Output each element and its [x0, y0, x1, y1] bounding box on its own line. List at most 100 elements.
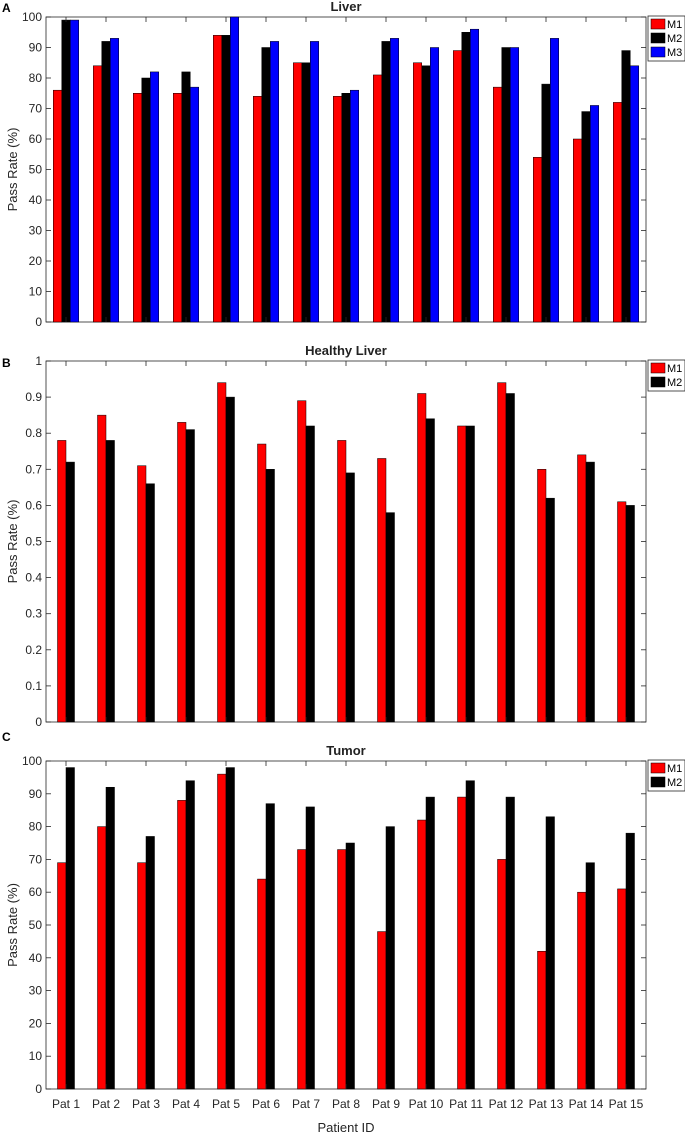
x-tick-label: Pat 3 — [132, 1097, 160, 1111]
bar-m1 — [57, 862, 67, 1090]
y-tick-label: 30 — [29, 984, 43, 998]
x-axis-label: Patient ID — [317, 1120, 374, 1135]
bar-m2 — [465, 425, 475, 723]
bar-m1 — [297, 849, 307, 1090]
bar-m1 — [257, 878, 267, 1090]
y-tick-label: 60 — [29, 132, 43, 146]
bar-m1 — [533, 157, 542, 323]
legend-label-m3: M3 — [667, 47, 682, 59]
bar-m2 — [625, 505, 635, 723]
y-tick-label: 70 — [29, 852, 43, 866]
bar-m2 — [105, 440, 115, 723]
x-tick-label: Pat 12 — [489, 1097, 524, 1111]
x-tick-label: Pat 9 — [372, 1097, 400, 1111]
bar-m2 — [621, 50, 631, 323]
panel-letter: A — [2, 1, 11, 15]
bar-m2 — [61, 19, 71, 323]
bar-m1 — [97, 826, 107, 1090]
legend-swatch-m2 — [650, 376, 666, 388]
bar-m1 — [97, 414, 107, 723]
bar-m3 — [70, 19, 79, 323]
bar-m1 — [217, 382, 227, 723]
y-tick-label: 0 — [35, 1082, 42, 1096]
bar-m3 — [150, 71, 159, 323]
legend-swatch-m2 — [650, 776, 666, 788]
bar-m2 — [265, 469, 275, 723]
y-tick-label: 50 — [29, 918, 43, 932]
bar-m3 — [350, 89, 359, 323]
legend-label-m2: M2 — [667, 777, 682, 789]
bar-m2 — [105, 786, 115, 1090]
y-tick-label: 0.1 — [25, 679, 42, 693]
y-tick-label: 100 — [22, 10, 42, 24]
bar-m2 — [541, 83, 551, 323]
y-tick-label: 20 — [29, 254, 43, 268]
bar-m3 — [230, 16, 239, 323]
y-tick-label: 60 — [29, 885, 43, 899]
x-tick-label: Pat 7 — [292, 1097, 320, 1111]
bar-m2 — [301, 62, 311, 323]
y-axis-label: Pass Rate (%) — [5, 500, 20, 584]
chart-panel-a: 0 10 20 30 40 50 60 70 80 90 100 Liver A Pass Rate (%… — [2, 0, 685, 329]
legend-swatch-m1 — [650, 762, 666, 774]
legend-label-m1: M1 — [667, 363, 682, 375]
chart-title: Liver — [330, 0, 361, 14]
y-tick-label: 50 — [29, 163, 43, 177]
y-tick-label: 0 — [35, 715, 42, 729]
bar-m1 — [617, 501, 627, 723]
bar-m1 — [173, 93, 182, 323]
bar-m3 — [110, 38, 119, 323]
bar-m1 — [293, 62, 302, 323]
legend-swatch-m1 — [650, 362, 666, 374]
bar-m2 — [341, 93, 351, 323]
bar-m1 — [253, 96, 262, 323]
bar-m3 — [470, 28, 479, 323]
bar-m1 — [613, 102, 622, 323]
bar-m2 — [385, 512, 395, 723]
legend-swatch-m3 — [650, 46, 666, 58]
x-tick-label: Pat 5 — [212, 1097, 240, 1111]
bar-m1 — [457, 425, 467, 723]
bar-m3 — [430, 47, 439, 323]
bar-m2 — [261, 47, 271, 323]
bar-m1 — [217, 773, 227, 1090]
bar-m1 — [373, 74, 382, 323]
bar-m1 — [337, 440, 347, 723]
y-tick-label: 0.8 — [25, 426, 42, 440]
bar-m1 — [413, 62, 422, 323]
y-tick-label: 90 — [29, 787, 43, 801]
bar-m1 — [137, 465, 147, 723]
x-tick-label: Pat 4 — [172, 1097, 200, 1111]
x-tick-label: Pat 11 — [449, 1097, 483, 1111]
legend: M1 M2 M3 — [647, 15, 685, 62]
chart-panel-c: 0 10 20 30 40 50 60 70 80 90 100 Pat 1 Pat 2 Pat 3 Pat… — [2, 730, 685, 1135]
legend-swatch-m2 — [650, 32, 666, 44]
x-tick-label: Pat 15 — [609, 1097, 644, 1111]
y-tick-label: 10 — [29, 285, 43, 299]
y-axis-label: Pass Rate (%) — [5, 883, 20, 967]
bar-m1 — [577, 454, 587, 723]
bar-m2 — [501, 47, 511, 323]
bar-m3 — [310, 41, 319, 323]
bar-m1 — [417, 393, 427, 723]
bar-m3 — [550, 38, 559, 323]
bar-m1 — [177, 422, 187, 723]
y-tick-label: 0 — [35, 315, 42, 329]
x-tick-label: Pat 1 — [52, 1097, 80, 1111]
bar-m2 — [225, 396, 235, 723]
bar-m1 — [493, 86, 502, 323]
y-tick-label: 40 — [29, 951, 43, 965]
bar-m2 — [305, 806, 315, 1090]
bar-m2 — [505, 393, 515, 723]
y-tick-label: 1 — [35, 354, 42, 368]
bar-m1 — [177, 800, 187, 1090]
bar-m2 — [65, 767, 75, 1090]
bar-m2 — [181, 71, 191, 323]
bar-m2 — [585, 461, 595, 723]
bar-m2 — [345, 472, 355, 723]
bar-m2 — [545, 816, 555, 1090]
y-axis-label: Pass Rate (%) — [5, 128, 20, 212]
bar-m2 — [185, 429, 195, 723]
